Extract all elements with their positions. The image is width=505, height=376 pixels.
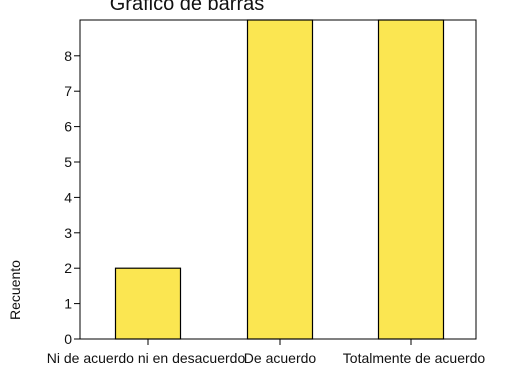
x-category-label-2: De acuerdo xyxy=(244,350,317,366)
y-tick-label-5: 5 xyxy=(64,154,72,170)
y-axis-title: Recuento xyxy=(7,260,23,320)
bars-group xyxy=(114,19,445,340)
bar-1 xyxy=(114,267,182,340)
y-tick-label-2: 2 xyxy=(64,260,72,276)
x-category-label-3: Totalmente de acuerdo xyxy=(343,350,486,366)
y-tick-label-3: 3 xyxy=(64,225,72,241)
y-tick-label-1: 1 xyxy=(64,296,72,312)
bar-2 xyxy=(246,19,314,340)
chart-title: Gráfico de barras xyxy=(110,0,265,15)
y-tick-label-7: 7 xyxy=(64,83,72,99)
y-tick-label-0: 0 xyxy=(64,331,72,347)
y-axis: 0 1 2 3 4 5 6 7 8 xyxy=(64,48,80,347)
y-tick-label-8: 8 xyxy=(64,48,72,64)
bar-3 xyxy=(377,19,445,340)
x-category-label-1: Ni de acuerdo ni en desacuerdo xyxy=(47,350,246,366)
y-tick-label-4: 4 xyxy=(64,189,72,205)
y-tick-label-6: 6 xyxy=(64,119,72,135)
